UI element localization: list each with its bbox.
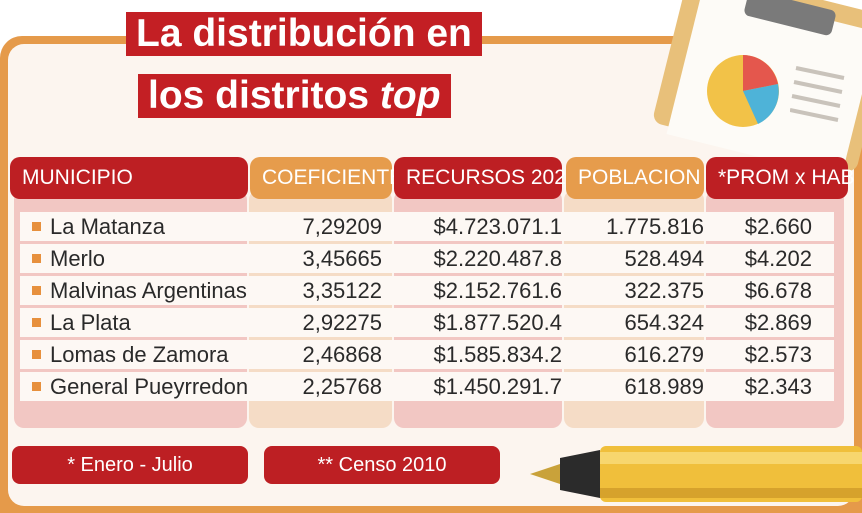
cell-prom: $4.202 bbox=[744, 246, 812, 271]
cell-municipio: Merlo bbox=[50, 246, 106, 271]
cell-prom: $6.678 bbox=[744, 278, 812, 303]
table-row: La Matanza 7,29209 $4.723.071.1 1.775.81… bbox=[20, 212, 834, 241]
cell-recursos: $2.152.761.6 bbox=[433, 278, 562, 303]
header-coeficiente: COEFICIENTE bbox=[250, 157, 403, 199]
table-row: Malvinas Argentinas 3,35122 $2.152.761.6… bbox=[20, 276, 834, 305]
cell-recursos: $1.450.291.7 bbox=[433, 374, 562, 399]
cell-municipio: Lomas de Zamora bbox=[50, 342, 229, 367]
cell-municipio: Malvinas Argentinas bbox=[50, 278, 247, 303]
cell-coeficiente: 3,45665 bbox=[302, 246, 382, 271]
cell-poblacion: 618.989 bbox=[624, 374, 704, 399]
cell-coeficiente: 2,25768 bbox=[302, 374, 382, 399]
yellow-marker-icon bbox=[530, 446, 862, 502]
cell-coeficiente: 2,92275 bbox=[302, 310, 382, 335]
footnote-enero-julio: * Enero - Julio bbox=[12, 446, 248, 484]
cell-poblacion: 528.494 bbox=[624, 246, 704, 271]
bullet-icon bbox=[32, 286, 41, 295]
cell-coeficiente: 3,35122 bbox=[302, 278, 382, 303]
bullet-icon bbox=[32, 222, 41, 231]
footnote-censo: ** Censo 2010 bbox=[264, 446, 500, 484]
cell-municipio: La Matanza bbox=[50, 214, 165, 239]
table-row: Merlo 3,45665 $2.220.487.8 528.494 $4.20… bbox=[20, 244, 834, 273]
table-row: La Plata 2,92275 $1.877.520.4 654.324 $2… bbox=[20, 308, 834, 337]
bullet-icon bbox=[32, 350, 41, 359]
cell-prom: $2.343 bbox=[744, 374, 812, 399]
cell-poblacion: 322.375 bbox=[624, 278, 704, 303]
cell-recursos: $4.723.071.1 bbox=[433, 214, 562, 239]
header-recursos: RECURSOS 2020 bbox=[394, 157, 578, 199]
cell-municipio: General Pueyrredon bbox=[50, 374, 249, 399]
cell-coeficiente: 2,46868 bbox=[302, 342, 382, 367]
cell-municipio: La Plata bbox=[50, 310, 131, 335]
title-line-2-text: los distritos bbox=[148, 74, 370, 117]
header-prom: *PROM x HAB bbox=[706, 157, 855, 199]
cell-recursos: $1.585.834.2 bbox=[433, 342, 562, 367]
cell-prom: $2.869 bbox=[744, 310, 812, 335]
header-poblacion: POBLACION bbox=[566, 157, 704, 199]
bullet-icon bbox=[32, 382, 41, 391]
cell-coeficiente: 7,29209 bbox=[302, 214, 382, 239]
cell-recursos: $2.220.487.8 bbox=[433, 246, 562, 271]
cell-poblacion: 616.279 bbox=[624, 342, 704, 367]
clipboard-pie-chart-icon bbox=[707, 55, 779, 127]
cell-prom: $2.573 bbox=[744, 342, 812, 367]
bullet-icon bbox=[32, 254, 41, 263]
cell-poblacion: 1.775.816 bbox=[606, 214, 704, 239]
header-municipio: MUNICIPIO bbox=[10, 157, 248, 199]
table-row: Lomas de Zamora 2,46868 $1.585.834.2 616… bbox=[20, 340, 834, 369]
cell-recursos: $1.877.520.4 bbox=[433, 310, 562, 335]
cell-poblacion: 654.324 bbox=[624, 310, 704, 335]
table-row: General Pueyrredon 2,25768 $1.450.291.7 … bbox=[20, 372, 834, 401]
clipboard-lines-icon bbox=[790, 66, 845, 122]
cell-prom: $2.660 bbox=[744, 214, 812, 239]
title-line-1: La distribución en bbox=[126, 12, 482, 56]
bullet-icon bbox=[32, 318, 41, 327]
title-line-2: los distritos top bbox=[138, 74, 451, 118]
title-line-2-italic: top bbox=[379, 74, 441, 117]
